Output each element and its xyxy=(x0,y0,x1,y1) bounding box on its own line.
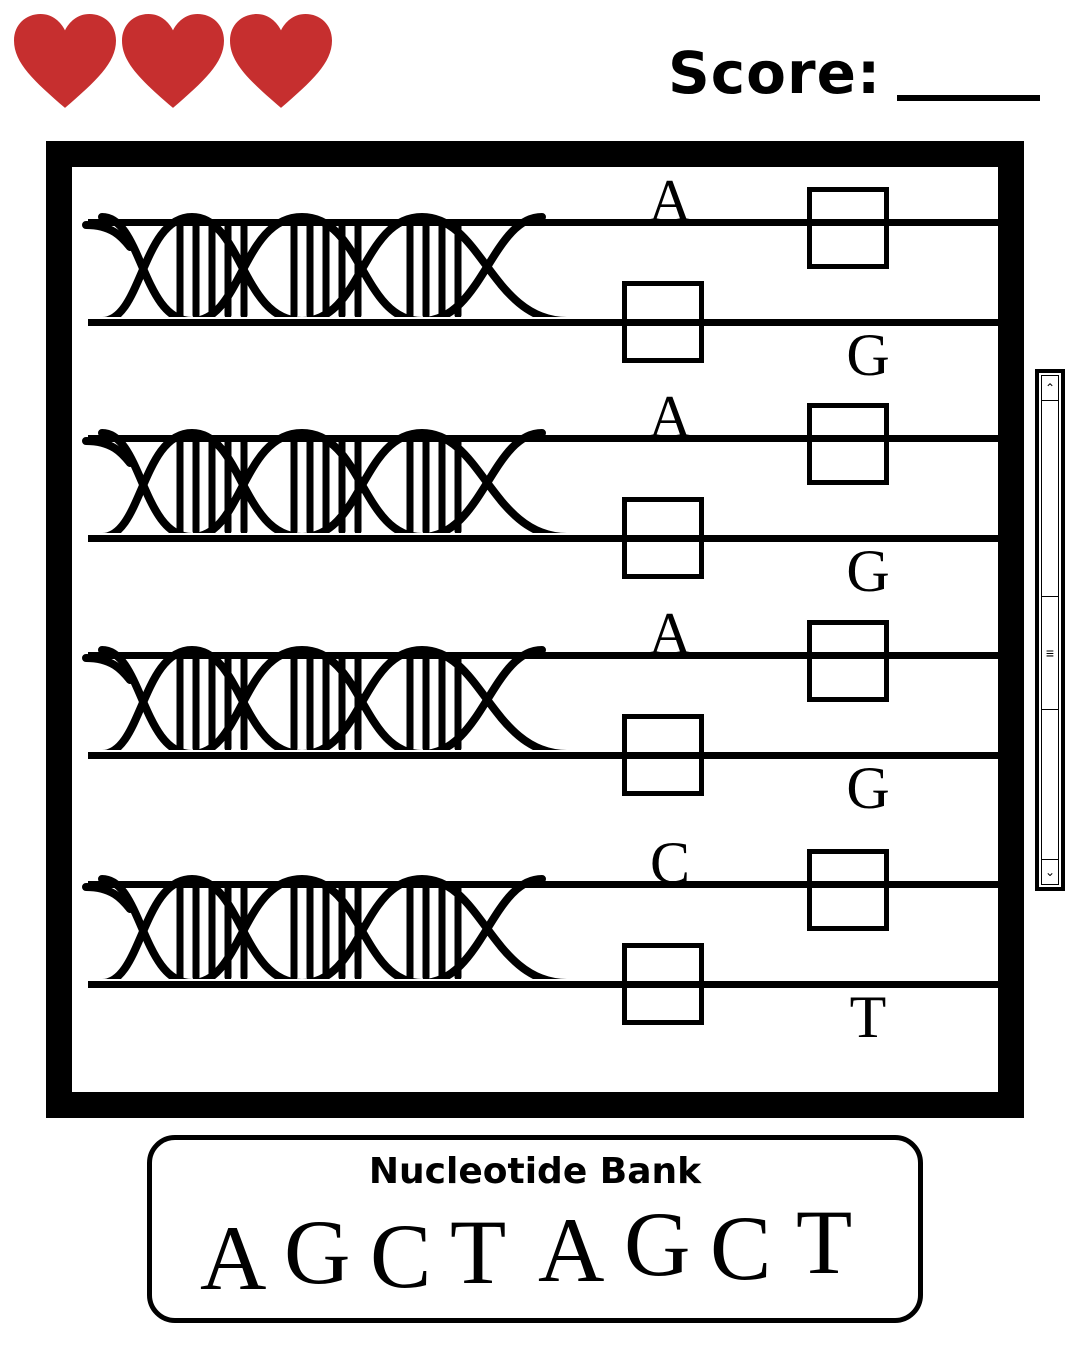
board-scrollbar[interactable]: ⌃ ≡ ⌄ xyxy=(1035,369,1065,891)
heart-icon xyxy=(230,14,332,108)
top-strand-line xyxy=(88,435,998,442)
top-nucleotide-letter: C xyxy=(649,830,691,896)
bottom-answer-slot[interactable] xyxy=(622,714,704,796)
bottom-nucleotide-letter: G xyxy=(846,322,890,388)
dna-helix-icon xyxy=(82,212,568,317)
bottom-answer-slot[interactable] xyxy=(622,497,704,579)
top-answer-slot[interactable] xyxy=(807,849,889,931)
top-nucleotide-letter: A xyxy=(648,168,692,234)
dna-helix-icon xyxy=(82,874,568,979)
bottom-strand-line xyxy=(88,535,998,542)
top-strand-line xyxy=(88,219,998,226)
top-nucleotide-letter: A xyxy=(648,601,692,667)
bottom-answer-slot[interactable] xyxy=(622,281,704,363)
top-answer-slot[interactable] xyxy=(807,403,889,485)
bank-nucleotide-tile[interactable]: A xyxy=(200,1207,267,1309)
bank-title: Nucleotide Bank xyxy=(368,1151,702,1192)
bank-nucleotide-tile[interactable]: T xyxy=(450,1201,507,1303)
bottom-nucleotide-letter: G xyxy=(846,755,890,821)
chevron-up-icon[interactable]: ⌃ xyxy=(1042,376,1058,401)
bank-nucleotide-tile[interactable]: A xyxy=(538,1199,605,1301)
score-label: Score: xyxy=(668,39,882,107)
top-nucleotide-letter: A xyxy=(648,384,692,450)
bank-nucleotide-tile[interactable]: C xyxy=(370,1205,432,1307)
bottom-strand-line xyxy=(88,981,998,988)
bottom-strand-line xyxy=(88,319,998,326)
grip-lines-icon[interactable]: ≡ xyxy=(1042,596,1058,710)
bottom-nucleotide-letter: G xyxy=(846,538,890,604)
top-answer-slot[interactable] xyxy=(807,620,889,702)
scroll-track[interactable]: ⌃ ≡ ⌄ xyxy=(1041,375,1059,885)
dna-helix-icon xyxy=(82,645,568,750)
top-strand-line xyxy=(88,652,998,659)
heart-icon xyxy=(14,14,116,108)
bank-nucleotide-tile[interactable]: G xyxy=(624,1193,691,1295)
bank-nucleotide-tile[interactable]: C xyxy=(710,1197,772,1299)
dna-helix-icon xyxy=(82,428,568,533)
bottom-nucleotide-letter: T xyxy=(849,984,887,1050)
top-answer-slot[interactable] xyxy=(807,187,889,269)
lives-hearts xyxy=(14,14,344,114)
bottom-answer-slot[interactable] xyxy=(622,943,704,1025)
chevron-down-icon[interactable]: ⌄ xyxy=(1042,859,1058,884)
heart-icon xyxy=(122,14,224,108)
bottom-strand-line xyxy=(88,752,998,759)
score-blank xyxy=(897,95,1040,101)
bank-nucleotide-tile[interactable]: T xyxy=(796,1191,853,1293)
top-strand-line xyxy=(88,881,998,888)
bank-nucleotide-tile[interactable]: G xyxy=(284,1201,351,1303)
